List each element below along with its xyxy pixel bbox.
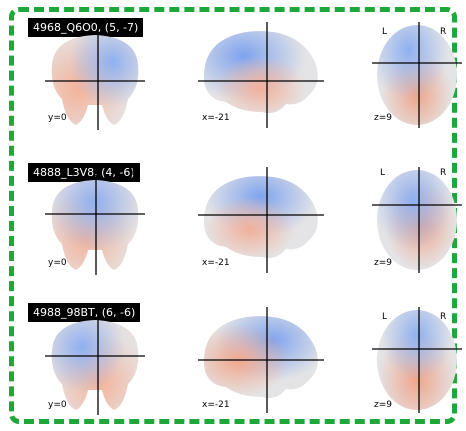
sagittal-coordinate: x=-21	[202, 258, 230, 268]
axial-slice	[372, 305, 462, 415]
axial-coordinate: z=9	[374, 113, 392, 123]
sagittal-slice	[196, 305, 326, 415]
axial-coordinate: z=9	[374, 258, 392, 268]
brain-row-2: 4888_L3V8, (4, -6) R y=0 x=-21 L R	[14, 160, 454, 282]
coronal-coordinate: y=0	[48, 258, 67, 268]
coronal-coordinate: y=0	[48, 400, 67, 410]
coronal-coordinate: y=0	[48, 113, 67, 123]
brain-row-3: 4988_98BT, (6, -6) R y=0 x=-21 L R	[14, 300, 454, 422]
axial-coordinate: z=9	[374, 400, 392, 410]
sagittal-coordinate: x=-21	[202, 400, 230, 410]
brain-row-1: 4968_Q6O0, (5, -7) R y=0 x=-21 L R	[14, 15, 454, 137]
sagittal-coordinate: x=-21	[202, 113, 230, 123]
